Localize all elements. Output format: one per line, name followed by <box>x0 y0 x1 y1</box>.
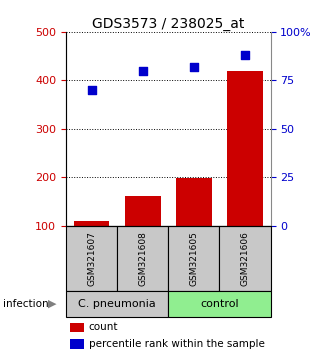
Text: count: count <box>88 322 118 332</box>
Point <box>191 64 196 70</box>
Text: C. pneumonia: C. pneumonia <box>78 299 156 309</box>
Bar <box>70 339 84 349</box>
Bar <box>74 221 110 226</box>
Bar <box>168 226 219 291</box>
Bar <box>125 196 161 226</box>
Point <box>140 68 145 74</box>
Text: GSM321605: GSM321605 <box>189 231 198 286</box>
Bar <box>176 178 212 226</box>
Text: GSM321607: GSM321607 <box>87 231 96 286</box>
Text: percentile rank within the sample: percentile rank within the sample <box>88 339 264 349</box>
Text: infection: infection <box>3 299 49 309</box>
Text: ▶: ▶ <box>48 299 56 309</box>
Text: control: control <box>200 299 239 309</box>
Point <box>242 52 248 58</box>
Bar <box>66 291 168 317</box>
Bar <box>117 226 168 291</box>
Text: GSM321608: GSM321608 <box>138 231 147 286</box>
Bar <box>227 71 263 226</box>
Point <box>89 87 94 93</box>
Text: GSM321606: GSM321606 <box>241 231 249 286</box>
Bar <box>219 226 271 291</box>
Bar <box>168 291 271 317</box>
Bar <box>70 322 84 332</box>
Title: GDS3573 / 238025_at: GDS3573 / 238025_at <box>92 17 245 31</box>
Bar <box>66 226 117 291</box>
